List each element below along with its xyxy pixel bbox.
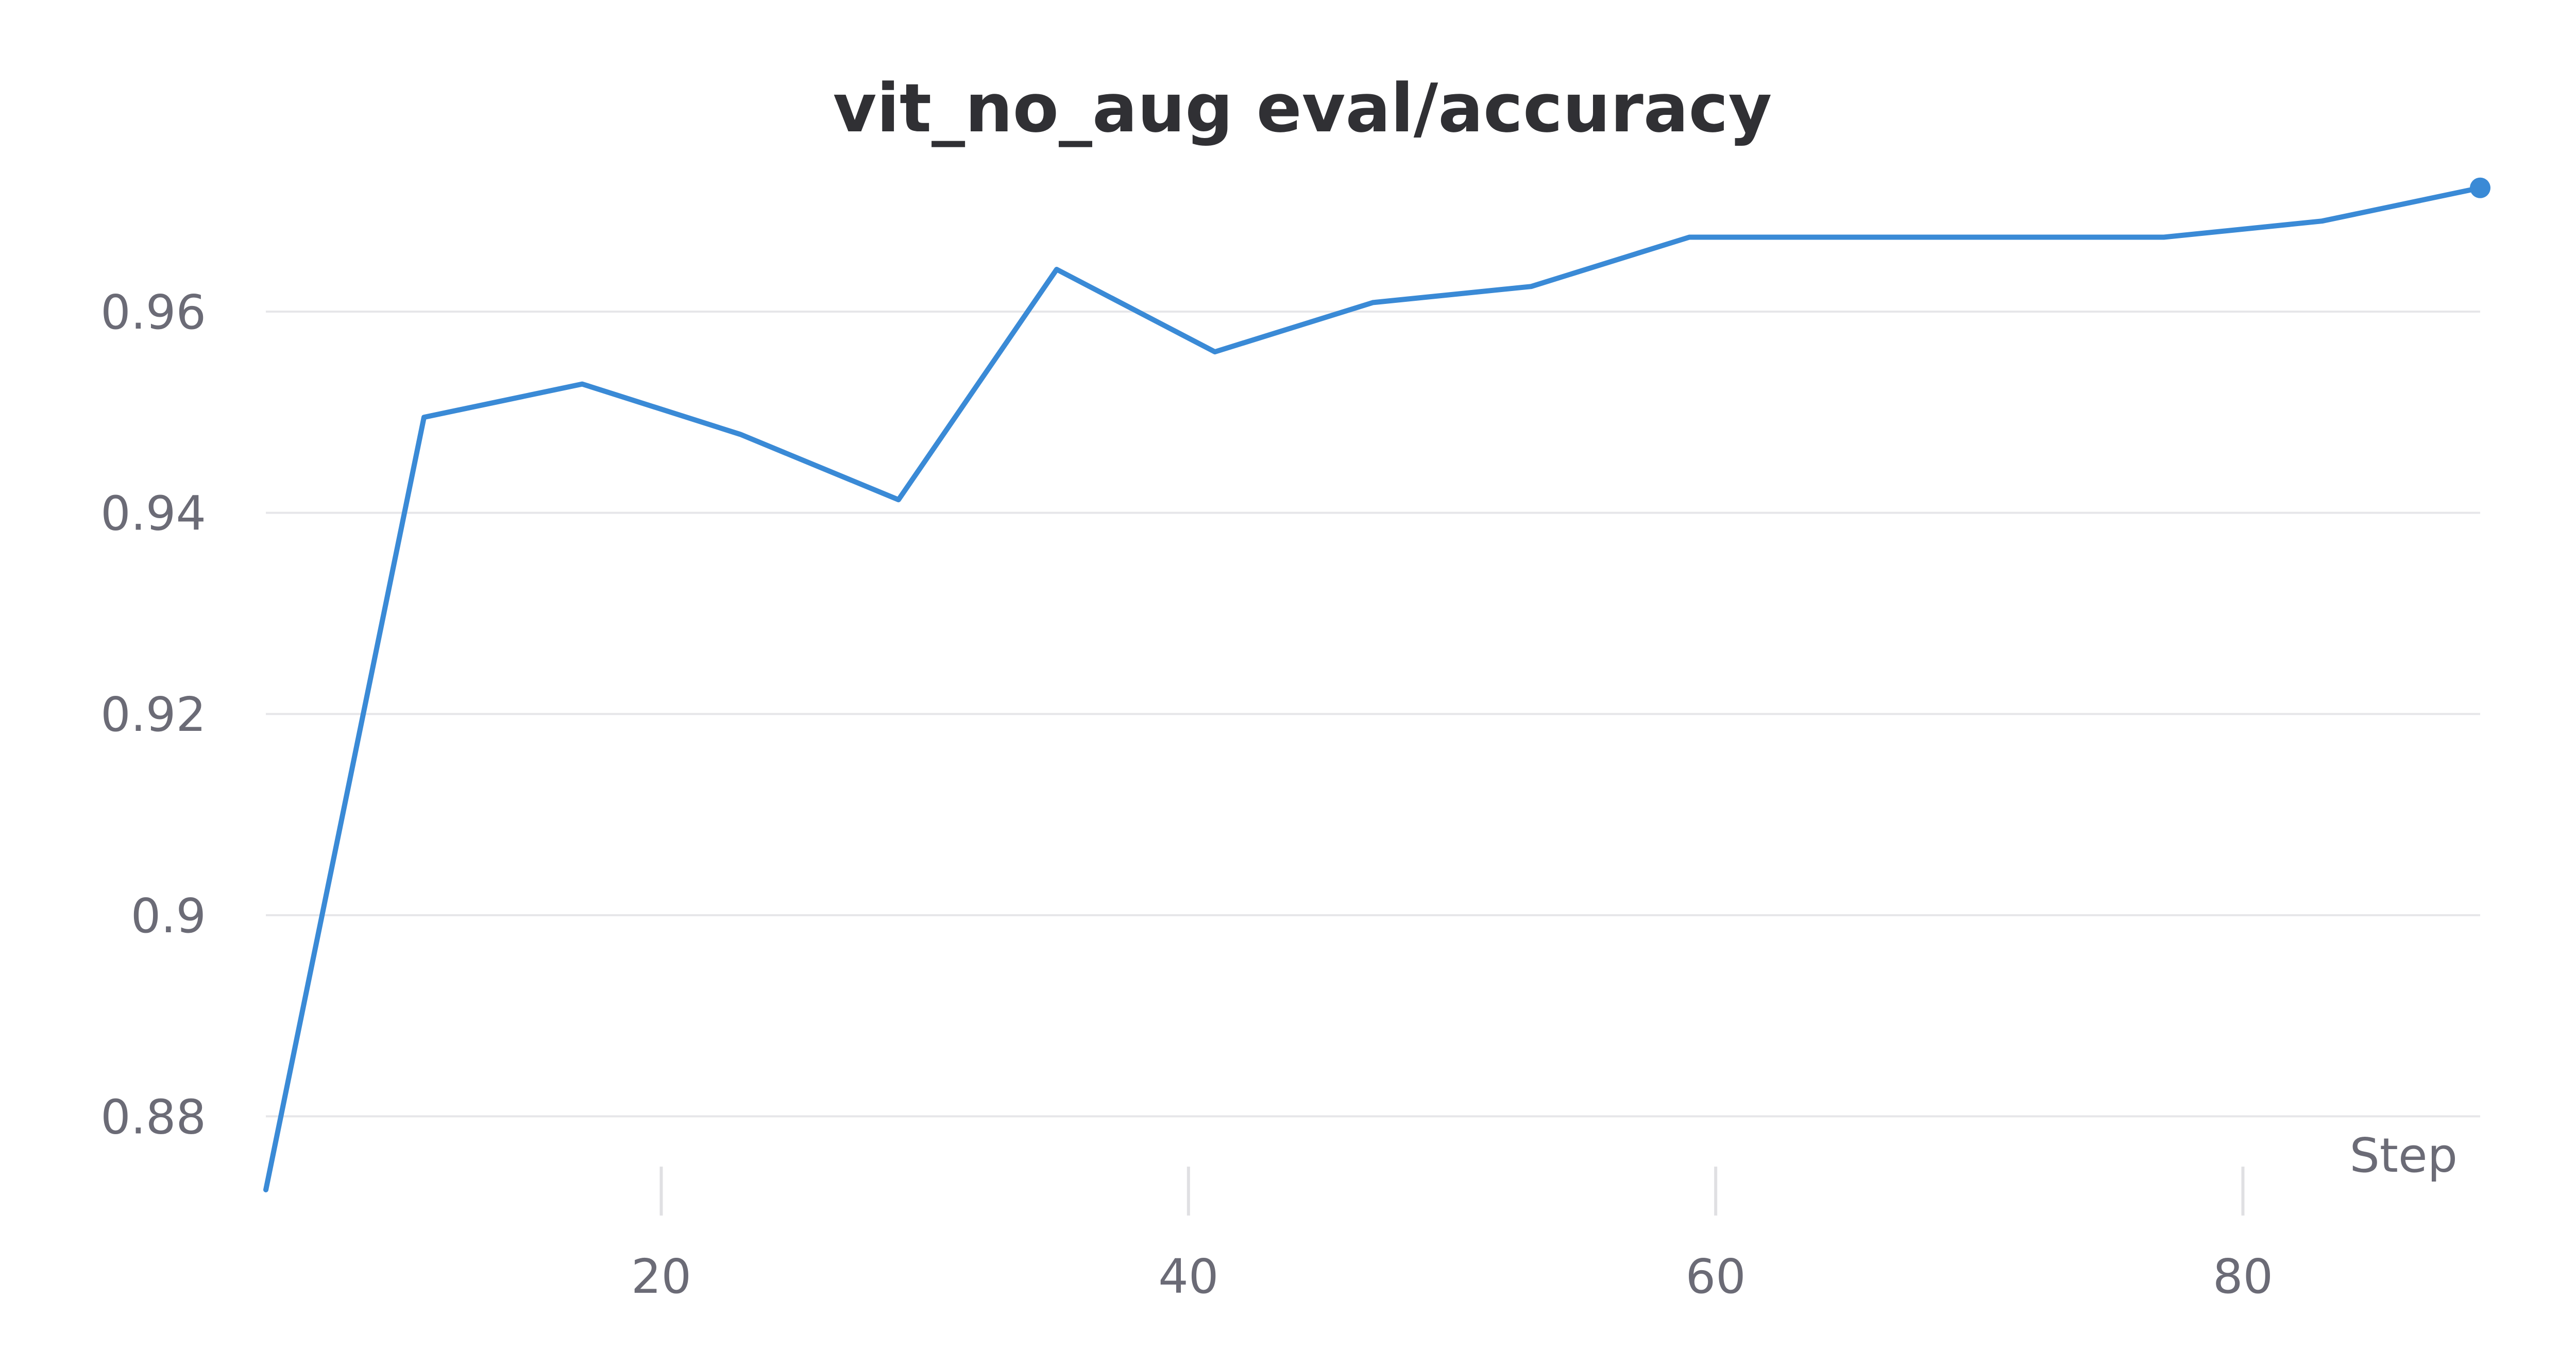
data-point xyxy=(1056,268,1058,270)
x-tick-label: 60 xyxy=(1686,1249,1746,1304)
x-tick-label: 40 xyxy=(1158,1249,1218,1304)
last-point-marker xyxy=(2470,177,2490,198)
data-point xyxy=(1688,236,1690,238)
x-tick-label: 20 xyxy=(631,1249,691,1304)
data-point xyxy=(739,433,741,435)
data-point xyxy=(1530,285,1532,287)
data-point xyxy=(581,383,583,385)
data-point xyxy=(1372,301,1374,303)
y-tick-label: 0.9 xyxy=(131,888,206,944)
series-layer xyxy=(263,177,2490,1192)
gridlines xyxy=(266,310,2480,1118)
data-point xyxy=(2005,236,2007,238)
data-point xyxy=(2321,220,2323,222)
data-point xyxy=(1214,351,1216,353)
y-axis: 0.88 0.9 0.92 0.94 0.96 xyxy=(100,285,206,1144)
data-point xyxy=(423,416,425,418)
series-line-0 xyxy=(263,185,2483,1192)
x-axis: 20 40 60 80 xyxy=(631,1167,2273,1304)
data-point xyxy=(897,499,900,501)
x-axis-label: Step xyxy=(2350,1128,2458,1183)
data-point xyxy=(1846,236,1849,238)
y-tick-label: 0.94 xyxy=(100,486,206,541)
data-point xyxy=(265,1189,267,1191)
y-tick-label: 0.92 xyxy=(100,687,206,742)
y-tick-label: 0.88 xyxy=(100,1089,206,1144)
y-tick-label: 0.96 xyxy=(100,285,206,340)
data-point xyxy=(2163,236,2165,238)
x-tick-label: 80 xyxy=(2213,1249,2273,1304)
chart-title: vit_no_aug eval/accuracy xyxy=(833,69,1772,147)
